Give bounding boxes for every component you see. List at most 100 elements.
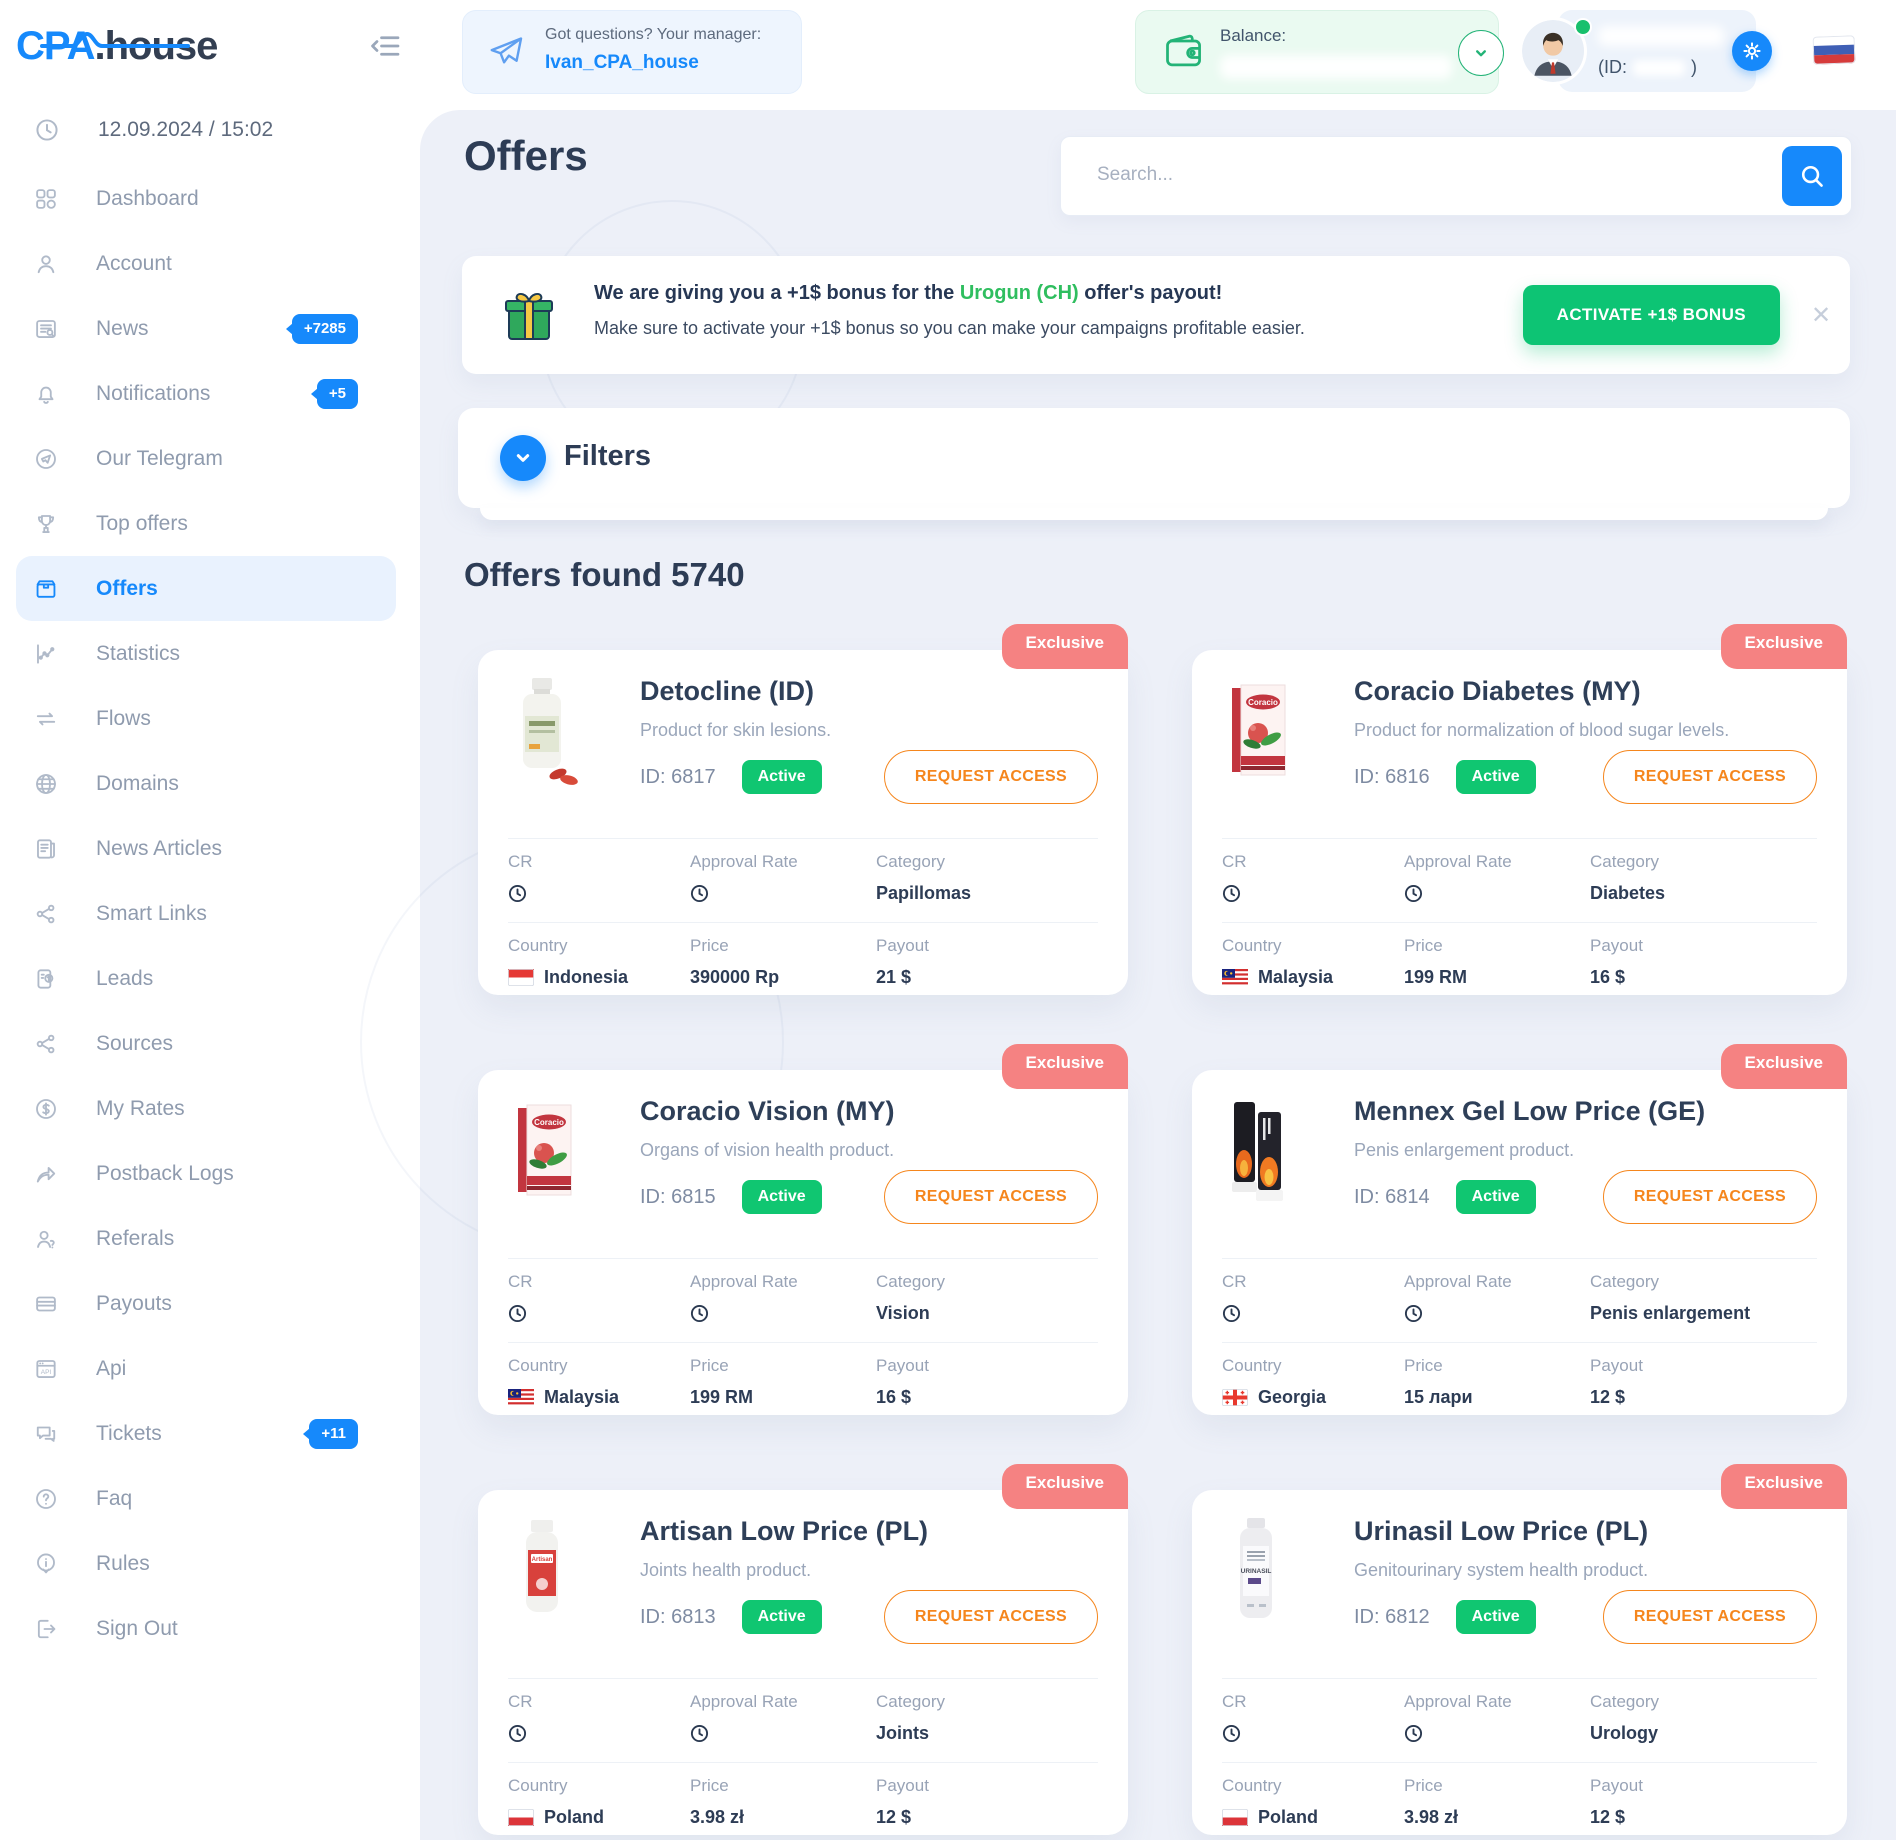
offer-title: Detocline (ID) bbox=[640, 676, 815, 706]
sidebar-item-notifications[interactable]: Notifications +5 bbox=[16, 361, 396, 426]
sidebar-item-label: Tickets bbox=[96, 1421, 162, 1445]
svg-text:API: API bbox=[41, 1368, 52, 1375]
exclusive-badge: Exclusive bbox=[1720, 624, 1847, 669]
cr-label: CR bbox=[1222, 1692, 1247, 1711]
flows-icon bbox=[33, 706, 59, 732]
sidebar-item-tickets[interactable]: Tickets +11 bbox=[16, 1401, 396, 1466]
offer-id: ID: 6814 bbox=[1354, 1185, 1430, 1208]
payout-value: 16 $ bbox=[876, 1387, 912, 1407]
payout-label: Payout bbox=[1590, 936, 1643, 955]
search-bar bbox=[1060, 136, 1852, 216]
search-icon bbox=[1801, 165, 1823, 187]
sidebar-item-my-rates[interactable]: My Rates bbox=[16, 1076, 396, 1141]
offer-card: Exclusive Coracio Coracio Vision (MY) Organ… bbox=[478, 1044, 1128, 1415]
balance-box: Balance: bbox=[1135, 10, 1504, 94]
sidebar-item-postback-logs[interactable]: Postback Logs bbox=[16, 1141, 396, 1206]
cr-label: CR bbox=[1222, 1272, 1247, 1291]
sidebar-item-flows[interactable]: Flows bbox=[16, 686, 396, 751]
settings-button[interactable] bbox=[1732, 31, 1772, 71]
offer-title: Urinasil Low Price (PL) bbox=[1354, 1516, 1649, 1546]
filters-label: Filters bbox=[564, 440, 652, 472]
faq-icon bbox=[33, 1486, 59, 1512]
sidebar-item-label: Smart Links bbox=[96, 901, 207, 925]
category-value: Urology bbox=[1590, 1723, 1659, 1743]
price-value: 3.98 zł bbox=[1404, 1807, 1459, 1827]
payout-value: 12 $ bbox=[876, 1807, 912, 1827]
sidebar-item-rules[interactable]: Rules bbox=[16, 1531, 396, 1596]
sidebar-item-account[interactable]: Account bbox=[16, 231, 396, 296]
sidebar-item-dashboard[interactable]: Dashboard bbox=[16, 166, 396, 231]
sidebar-item-label: Our Telegram bbox=[96, 446, 223, 470]
manager-name-link[interactable]: Ivan_CPA_house bbox=[545, 52, 699, 73]
sidebar-item-news[interactable]: News +7285 bbox=[16, 296, 396, 361]
sidebar-item-label: Sources bbox=[96, 1031, 174, 1055]
price-value: 199 RM bbox=[690, 1387, 754, 1407]
my-rates-icon bbox=[33, 1096, 59, 1122]
payout-label: Payout bbox=[876, 936, 929, 955]
telegram-icon bbox=[33, 446, 59, 472]
sidebar-item-top-offers[interactable]: Top offers bbox=[16, 491, 396, 556]
cr-pending-clock-icon bbox=[1222, 1723, 1404, 1743]
sidebar-item-label: Payouts bbox=[96, 1291, 172, 1315]
country-label: Country bbox=[508, 1356, 568, 1375]
offer-description: Genitourinary system health product. bbox=[1354, 1560, 1649, 1580]
svg-text:Coracio: Coracio bbox=[534, 1118, 564, 1127]
close-icon[interactable]: ✕ bbox=[1810, 301, 1832, 329]
request-access-button[interactable]: REQUEST ACCESS bbox=[1602, 1590, 1817, 1644]
category-label: Category bbox=[1590, 852, 1659, 871]
filters-toggle-button[interactable] bbox=[500, 435, 546, 481]
approval-pending-clock-icon bbox=[1404, 1723, 1590, 1743]
chevron-down-icon bbox=[1476, 50, 1486, 57]
api-icon: API bbox=[33, 1356, 59, 1382]
sidebar-item-domains[interactable]: Domains bbox=[16, 751, 396, 816]
divider bbox=[508, 922, 1098, 923]
product-image: URINASIL bbox=[1222, 1516, 1296, 1628]
sidebar-item-our-telegram[interactable]: Our Telegram bbox=[16, 426, 396, 491]
sidebar-item-label: Dashboard bbox=[96, 186, 199, 210]
sidebar-item-referals[interactable]: Referals bbox=[16, 1206, 396, 1271]
sidebar-item-statistics[interactable]: Statistics bbox=[16, 621, 396, 686]
country-flag-icon bbox=[508, 1389, 534, 1406]
request-access-button[interactable]: REQUEST ACCESS bbox=[883, 1590, 1098, 1644]
gear-icon bbox=[1743, 42, 1761, 60]
divider bbox=[508, 1678, 1098, 1679]
sidebar-item-offers[interactable]: Offers bbox=[16, 556, 396, 621]
sidebar-item-sources[interactable]: Sources bbox=[16, 1011, 396, 1076]
cr-label: CR bbox=[508, 1692, 533, 1711]
payout-value: 16 $ bbox=[1590, 967, 1626, 987]
request-access-button[interactable]: REQUEST ACCESS bbox=[883, 1170, 1098, 1224]
offer-stats-row-2: Country Indonesia Price 390000 Rp Payout 21 $ bbox=[508, 936, 1098, 988]
offer-card: Exclusive Coracio Coracio Diabetes (MY) Pro… bbox=[1192, 624, 1847, 995]
search-input[interactable] bbox=[1061, 137, 1787, 213]
category-value: Vision bbox=[876, 1303, 930, 1323]
sidebar-item-news-articles[interactable]: News Articles bbox=[16, 816, 396, 881]
sidebar-item-faq[interactable]: Faq bbox=[16, 1466, 396, 1531]
product-image bbox=[508, 676, 582, 788]
sidebar-item-smart-links[interactable]: Smart Links bbox=[16, 881, 396, 946]
search-button[interactable] bbox=[1782, 146, 1842, 206]
user-box[interactable]: (ID:) bbox=[1522, 10, 1772, 92]
request-access-button[interactable]: REQUEST ACCESS bbox=[883, 750, 1098, 804]
balance-dropdown-button[interactable] bbox=[1458, 30, 1504, 76]
cr-pending-clock-icon bbox=[508, 1303, 690, 1323]
cr-pending-clock-icon bbox=[1222, 1303, 1404, 1323]
request-access-button[interactable]: REQUEST ACCESS bbox=[1602, 1170, 1817, 1224]
country-value: Poland bbox=[1258, 1807, 1319, 1827]
offer-description: Joints health product. bbox=[640, 1560, 812, 1580]
sidebar-item-payouts[interactable]: Payouts bbox=[16, 1271, 396, 1336]
sidebar-item-label: Leads bbox=[96, 966, 154, 990]
request-access-button[interactable]: REQUEST ACCESS bbox=[1602, 750, 1817, 804]
divider bbox=[1222, 838, 1817, 839]
activate-bonus-button[interactable]: ACTIVATE +1$ BONUS bbox=[1522, 285, 1780, 345]
approval-pending-clock-icon bbox=[1404, 883, 1590, 903]
sidebar-collapse-icon[interactable] bbox=[368, 28, 404, 64]
online-status-dot bbox=[1574, 18, 1592, 36]
sidebar-item-label: News bbox=[96, 316, 149, 340]
sidebar-item-api[interactable]: API Api bbox=[16, 1336, 396, 1401]
language-flag-russian[interactable] bbox=[1812, 35, 1856, 65]
statistics-icon bbox=[33, 641, 59, 667]
banner-subtext: Make sure to activate your +1$ bonus so … bbox=[594, 318, 1305, 338]
sidebar-item-sign-out[interactable]: Sign Out bbox=[16, 1596, 396, 1661]
sidebar-item-leads[interactable]: Leads bbox=[16, 946, 396, 1011]
cr-pending-clock-icon bbox=[508, 883, 690, 903]
